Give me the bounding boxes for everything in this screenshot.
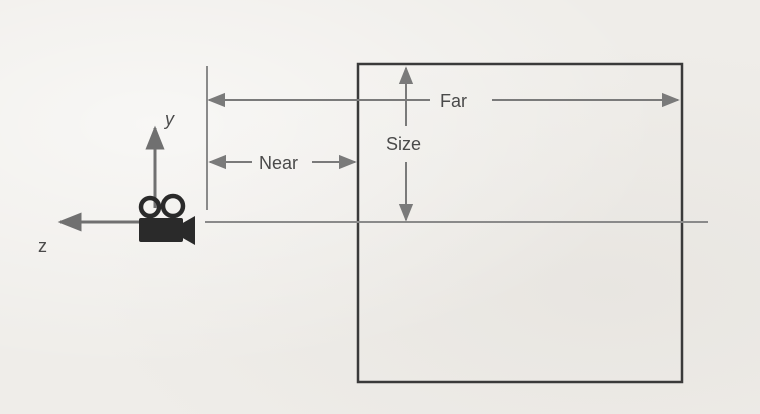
near-label: Near xyxy=(259,153,298,173)
size-label: Size xyxy=(386,134,421,154)
z-axis-label: z xyxy=(38,236,47,256)
y-axis-label: y xyxy=(163,109,175,129)
camera-icon xyxy=(138,193,195,245)
far-label: Far xyxy=(440,91,467,111)
